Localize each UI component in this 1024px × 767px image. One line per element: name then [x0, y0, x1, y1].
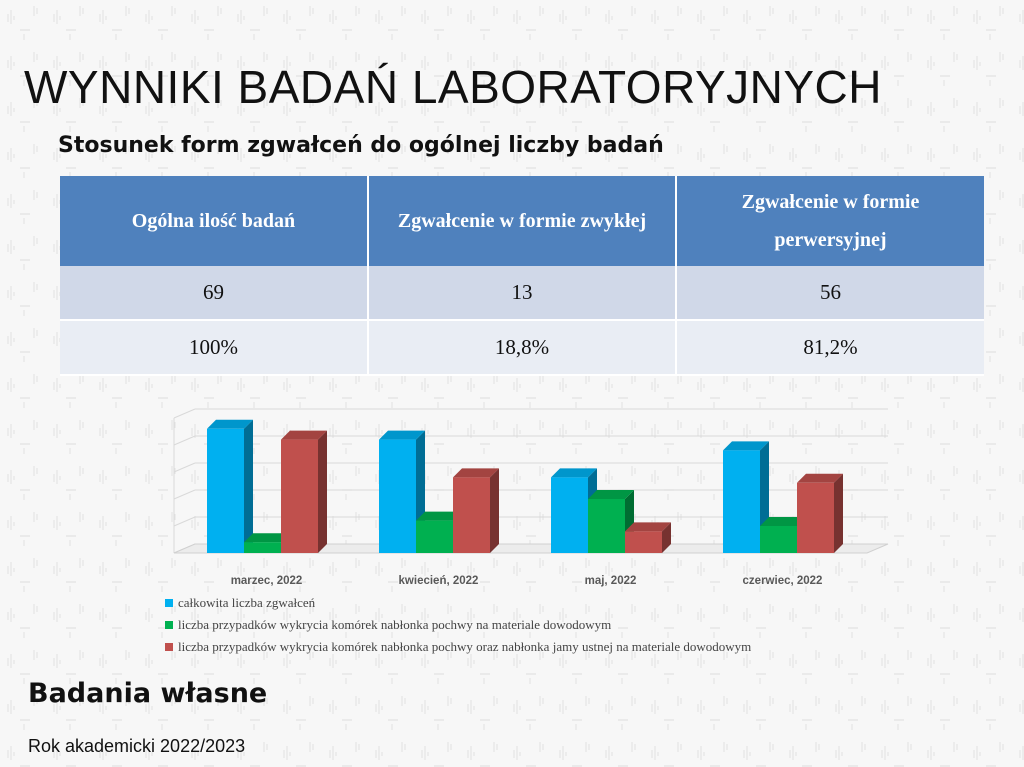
bar-top: [244, 533, 290, 543]
table-cell: 69: [60, 266, 369, 321]
bar-side: [318, 430, 327, 553]
bar: [379, 439, 416, 553]
table-cell: 56: [676, 266, 984, 321]
bar-top: [588, 490, 634, 499]
legend-label: całkowita liczba zgwałceń: [178, 595, 316, 610]
bar-top: [760, 517, 806, 526]
bar: [723, 450, 760, 553]
bar-top: [797, 473, 843, 483]
slide-subtitle: Stosunek form zgwałceń do ogólnej liczby…: [58, 133, 664, 158]
bar: [588, 499, 625, 553]
gridline: [173, 516, 196, 527]
gridline: [173, 489, 196, 500]
table-cell: 13: [368, 266, 677, 321]
category-label: marzec, 2022: [231, 575, 303, 587]
bar: [551, 477, 588, 553]
bar-top: [379, 430, 425, 440]
category-label: czerwiec, 2022: [743, 575, 823, 587]
bar-side: [834, 473, 843, 553]
legend-swatch: [165, 621, 173, 629]
table-header-perverse: Zgwałcenie w formie perwersyjnej: [676, 176, 984, 266]
bar-top: [625, 522, 671, 532]
legend-item: liczba przypadków wykrycia komórek nabło…: [165, 614, 751, 636]
bar-top: [551, 468, 597, 478]
bar-chart: marzec, 2022 kwiecień, 2022 maj, 2022 czerw…: [173, 408, 889, 587]
table-header-total: Ogólna ilość badań: [60, 176, 369, 266]
bar-side: [662, 522, 671, 553]
gridline: [173, 435, 196, 446]
bar: [281, 439, 318, 553]
bar-side: [244, 419, 253, 553]
bar-top: [453, 468, 499, 478]
category-label: kwiecień, 2022: [399, 575, 479, 587]
bar-side: [490, 468, 499, 553]
legend-item: liczba przypadków wykrycia komórek nabło…: [165, 636, 751, 658]
bar: [760, 526, 797, 553]
legend-label: liczba przypadków wykrycia komórek nabło…: [178, 617, 612, 632]
bar: [416, 520, 453, 553]
results-table: Ogólna ilość badań Zgwałcenie w formie z…: [60, 176, 984, 376]
bar-top: [416, 511, 462, 521]
table-cell: 18,8%: [368, 320, 677, 376]
legend-swatch: [165, 599, 173, 607]
gridline: [173, 408, 196, 419]
table-header-row: Ogólna ilość badań Zgwałcenie w formie z…: [60, 176, 984, 266]
legend-swatch: [165, 643, 173, 651]
bar-top: [207, 419, 253, 429]
bar: [207, 428, 244, 553]
slide-title: WYNNIKI BADAŃ LABORATORYJNYCH: [24, 61, 882, 113]
category-label: maj, 2022: [585, 575, 637, 587]
bar: [625, 531, 662, 553]
bar: [453, 477, 490, 553]
table-row: 100% 18,8% 81,2%: [60, 320, 984, 376]
bar-top: [723, 441, 769, 451]
source-heading: Badania własne: [28, 678, 268, 709]
table-header-ordinary: Zgwałcenie w formie zwykłej: [368, 176, 677, 266]
chart-legend: całkowita liczba zgwałceń liczba przypad…: [165, 592, 751, 658]
academic-year: Rok akademicki 2022/2023: [28, 736, 246, 756]
bar: [244, 542, 281, 553]
gridline: [173, 462, 196, 473]
bar-top: [281, 430, 327, 440]
legend-item: całkowita liczba zgwałceń: [165, 592, 751, 614]
table-cell: 81,2%: [676, 320, 984, 376]
table-cell: 100%: [60, 320, 369, 376]
bar: [797, 482, 834, 553]
table-row: 69 13 56: [60, 266, 984, 321]
legend-label: liczba przypadków wykrycia komórek nabło…: [178, 639, 752, 654]
